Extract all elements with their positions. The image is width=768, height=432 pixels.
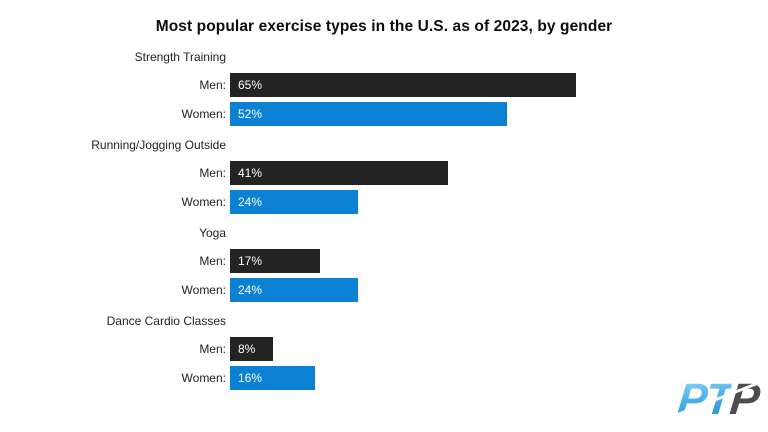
bar-men: 41% (230, 161, 448, 185)
series-label-men: Men: (199, 342, 226, 356)
series-label-women: Women: (181, 283, 226, 297)
series-label-women: Women: (181, 195, 226, 209)
bar-value: 24% (238, 195, 263, 209)
category-label: Running/Jogging Outside (91, 138, 226, 152)
series-label-men: Men: (199, 254, 226, 268)
category-label: Strength Training (134, 50, 226, 64)
category-group-dance-cardio: Dance Cardio Classes Men: 8% Women: 16% (0, 315, 768, 390)
bar-men: 8% (230, 337, 273, 361)
bar-row: Men: 41% (0, 161, 768, 185)
bar-value: 52% (238, 107, 263, 121)
bar-row: Women: 24% (0, 190, 768, 214)
category-group-running-jogging: Running/Jogging Outside Men: 41% Women: … (0, 139, 768, 214)
series-label-men: Men: (199, 166, 226, 180)
bar-row: Women: 16% (0, 366, 768, 390)
series-label-women: Women: (181, 107, 226, 121)
bar-women: 24% (230, 278, 358, 302)
ptp-logo-p: P (728, 375, 761, 424)
bar-men: 65% (230, 73, 576, 97)
series-label-men: Men: (199, 78, 226, 92)
bar-women: 16% (230, 366, 315, 390)
series-label-women: Women: (181, 371, 226, 385)
bar-row: Women: 24% (0, 278, 768, 302)
category-group-strength-training: Strength Training Men: 65% Women: 52% (0, 51, 768, 126)
bar-value: 41% (238, 166, 263, 180)
ptp-logo-pt: PT (675, 375, 734, 424)
bar-women: 24% (230, 190, 358, 214)
bar-chart: Strength Training Men: 65% Women: 52% Ru… (0, 51, 768, 390)
bar-row: Men: 8% (0, 337, 768, 361)
bar-row: Men: 17% (0, 249, 768, 273)
bar-women: 52% (230, 102, 507, 126)
bar-men: 17% (230, 249, 320, 273)
bar-value: 65% (238, 78, 263, 92)
bar-value: 16% (238, 371, 263, 385)
bar-value: 24% (238, 283, 263, 297)
bar-row: Women: 52% (0, 102, 768, 126)
category-group-yoga: Yoga Men: 17% Women: 24% (0, 227, 768, 302)
chart-title: Most popular exercise types in the U.S. … (155, 18, 613, 35)
bar-value: 17% (238, 254, 263, 268)
ptp-logo: PTP (675, 375, 761, 424)
bar-row: Men: 65% (0, 73, 768, 97)
bar-value: 8% (238, 342, 256, 356)
category-label: Dance Cardio Classes (106, 314, 226, 328)
category-label: Yoga (199, 226, 226, 240)
